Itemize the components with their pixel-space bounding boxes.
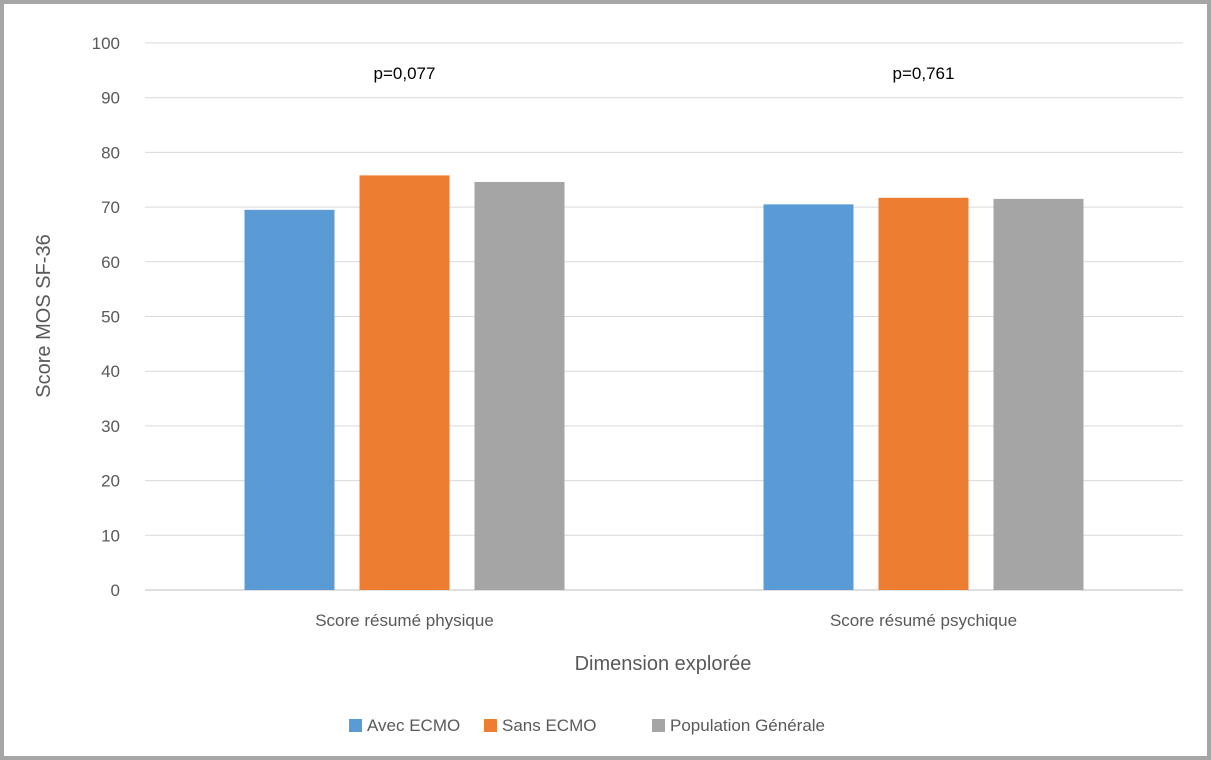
legend-label: Sans ECMO [502,716,596,735]
bar-population-g-n-rale-2 [993,198,1084,590]
y-tick-label: 60 [101,253,120,272]
y-tick-label: 100 [92,34,120,53]
y-tick-label: 40 [101,362,120,381]
y-tick-label: 80 [101,143,120,162]
y-tick-label: 10 [101,526,120,545]
legend-label: Population Générale [670,716,825,735]
y-axis-title: Score MOS SF-36 [33,234,55,397]
y-tick-label: 0 [111,581,120,600]
bar-sans-ecmo-2 [878,197,969,590]
bar-avec-ecmo-1 [244,209,335,590]
y-tick-label: 30 [101,417,120,436]
bar-avec-ecmo-2 [763,204,854,591]
bar-sans-ecmo-1 [359,175,450,590]
x-tick-label: Score résumé physique [315,611,494,630]
legend-swatch-sans-ecmo [484,719,497,732]
bar-population-g-n-rale-1 [474,181,565,591]
y-tick-label: 20 [101,472,120,491]
x-axis-title: Dimension explorée [575,653,752,675]
p-value-annotation: p=0,761 [893,64,955,83]
legend-label: Avec ECMO [367,716,460,735]
legend-swatch-population-g-n-rale [652,719,665,732]
y-tick-label: 70 [101,198,120,217]
x-tick-label: Score résumé psychique [830,611,1017,630]
y-tick-label: 50 [101,308,120,327]
y-tick-label: 90 [101,89,120,108]
p-value-annotation: p=0,077 [374,64,436,83]
legend-swatch-avec-ecmo [349,719,362,732]
